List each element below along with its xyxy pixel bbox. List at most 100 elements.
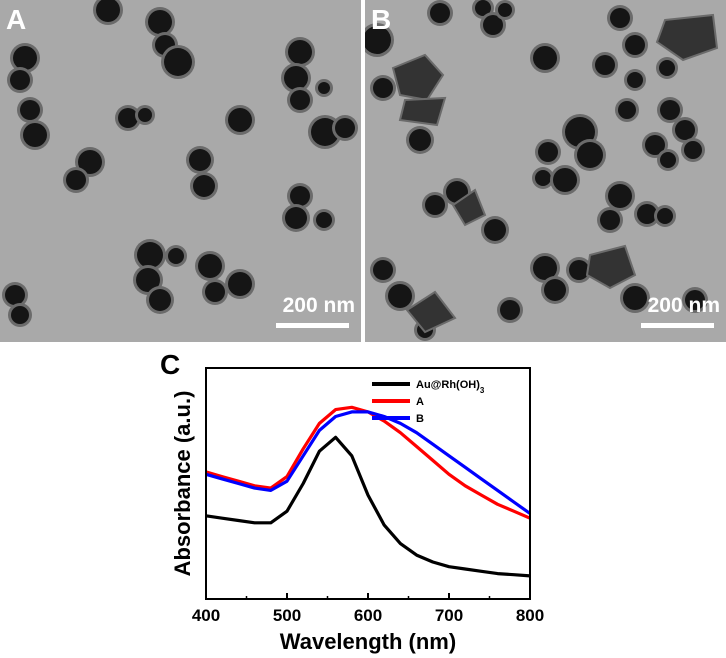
particle-core <box>645 135 665 155</box>
particle-core <box>544 279 566 301</box>
y-axis-label: Absorbance (a.u.) <box>170 391 195 577</box>
plate-particle <box>451 188 487 227</box>
particle-core <box>425 195 445 215</box>
particle-core <box>595 55 615 75</box>
particle-core <box>498 3 512 17</box>
panel-c-label: C <box>160 349 180 380</box>
tem-micrograph-b <box>365 0 719 341</box>
absorbance-chart-panel: C 400 500 600 700 800 Wavelength (nm) Absorbanc… <box>160 346 560 658</box>
x-tick-label: 800 <box>516 606 544 625</box>
particle-core <box>533 256 557 280</box>
particle-core <box>657 208 673 224</box>
tem-micrograph-a <box>2 0 358 327</box>
particle-core <box>373 78 393 98</box>
series-line-2 <box>205 410 531 515</box>
particle-core <box>675 120 695 140</box>
particle-core <box>533 46 557 70</box>
particle-core <box>290 90 310 110</box>
plate-particle <box>398 96 447 127</box>
particle-core <box>335 118 355 138</box>
particle-core <box>685 290 705 310</box>
particle-core <box>288 40 312 64</box>
particle-core <box>138 108 152 122</box>
particle-core <box>610 8 630 28</box>
tem-image-panel-a: A 200 nm <box>0 0 361 342</box>
particle-core <box>23 123 47 147</box>
plate-particle <box>391 53 445 102</box>
particle-core <box>553 168 577 192</box>
particle-core <box>409 129 431 151</box>
particle-core <box>5 285 25 305</box>
particle-core <box>118 108 138 128</box>
particle-core <box>193 175 215 197</box>
particle-core <box>388 284 412 308</box>
plot-frame <box>205 367 531 600</box>
legend-label-0: Au@Rh(OH)3 <box>416 379 485 395</box>
particle-core <box>284 66 308 90</box>
particle-core <box>189 149 211 171</box>
absorbance-chart: C 400 500 600 700 800 Wavelength (nm) Absorbanc… <box>160 349 544 654</box>
panel-a-label: A <box>6 4 27 35</box>
panel-a-scale-label: 200 nm <box>282 294 355 317</box>
particle-core <box>311 118 339 146</box>
particle-core <box>659 60 675 76</box>
particle-core <box>623 286 647 310</box>
particle-core <box>96 0 120 22</box>
x-tick-label: 500 <box>273 606 301 625</box>
particle-core <box>11 306 29 324</box>
x-tick-label: 700 <box>435 606 463 625</box>
particle-core <box>136 268 160 292</box>
particle-core <box>608 184 632 208</box>
particle-core <box>625 35 645 55</box>
particle-core <box>285 207 307 229</box>
particle-core <box>430 3 450 23</box>
panel-a-scale-bar <box>276 323 349 328</box>
particle-core <box>78 150 102 174</box>
particle-core <box>164 48 192 76</box>
particle-core <box>13 46 37 70</box>
particle-core <box>660 100 680 120</box>
series-line-0 <box>205 435 531 578</box>
particle-core <box>483 15 503 35</box>
particle-core <box>484 219 506 241</box>
particle-core <box>500 300 520 320</box>
particle-core <box>475 0 491 16</box>
particle-core <box>600 210 620 230</box>
x-tick-label: 600 <box>354 606 382 625</box>
particle-core <box>618 101 636 119</box>
particle-core <box>627 72 643 88</box>
particle-core <box>684 141 702 159</box>
particle-core <box>316 212 332 228</box>
plate-particle <box>585 244 637 290</box>
particle-core <box>228 108 252 132</box>
legend-label-1: A <box>416 396 424 408</box>
tem-image-panel-b: B 200 nm <box>365 0 726 342</box>
particle-core <box>148 10 172 34</box>
particle-core <box>149 289 171 311</box>
particle-core <box>373 260 393 280</box>
particle-core <box>535 170 551 186</box>
particle-core <box>660 152 676 168</box>
particle-core <box>569 260 589 280</box>
plate-particle <box>405 290 457 334</box>
particle-core <box>577 142 603 168</box>
x-tick-label: 400 <box>192 606 220 625</box>
particle-core <box>637 204 657 224</box>
particle-core <box>538 142 558 162</box>
particle-core <box>10 70 30 90</box>
particle-core <box>318 82 330 94</box>
particle-core <box>198 254 222 278</box>
x-axis-label: Wavelength (nm) <box>280 629 456 654</box>
particle-core <box>137 242 163 268</box>
panel-b-scale-label: 200 nm <box>647 294 720 317</box>
particle-core <box>205 282 225 302</box>
particle-core <box>66 170 86 190</box>
plate-particle <box>655 13 719 62</box>
particle-core <box>290 186 310 206</box>
particle-core <box>168 248 184 264</box>
panel-b-label: B <box>371 4 392 35</box>
particle-core <box>228 272 252 296</box>
particle-core <box>365 26 391 54</box>
legend-label-2: B <box>416 413 424 425</box>
series-line-1 <box>205 405 531 520</box>
